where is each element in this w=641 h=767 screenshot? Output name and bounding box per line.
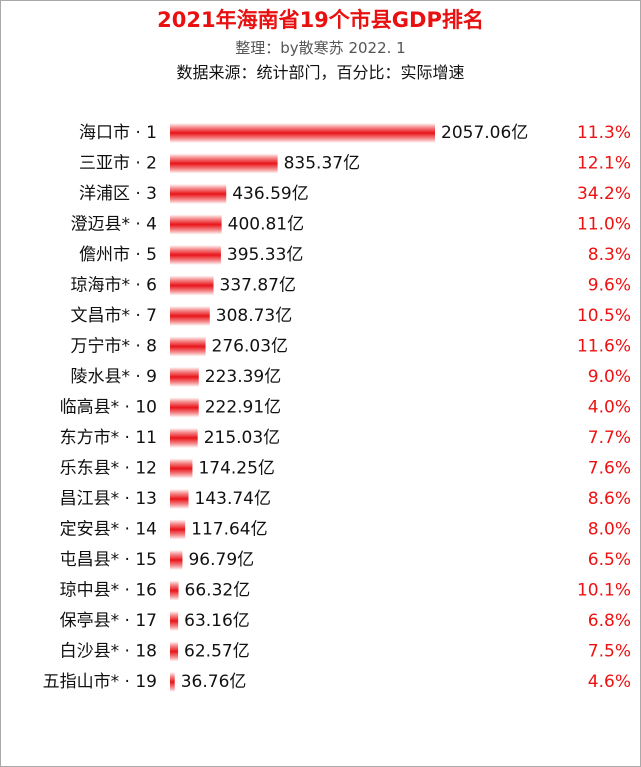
growth-rate-label: 10.1% bbox=[577, 581, 631, 601]
gdp-bar bbox=[170, 672, 175, 692]
chart-subtitle: 整理：by散寒苏 2022. 1 bbox=[235, 39, 406, 57]
gdp-bar bbox=[170, 580, 179, 601]
category-label: 白沙县* · 18 bbox=[60, 642, 157, 662]
growth-rate-label: 8.3% bbox=[588, 245, 631, 265]
value-label: 66.32亿 bbox=[185, 581, 251, 601]
growth-rate-label: 4.0% bbox=[588, 398, 631, 418]
value-label: 223.39亿 bbox=[205, 367, 281, 387]
bars-layer: 海口市 · 1 2057.06亿 11.3% 三亚市 · 2 835.37亿 12.1% 洋… bbox=[43, 123, 631, 692]
growth-rate-label: 8.0% bbox=[588, 520, 631, 540]
growth-rate-label: 7.7% bbox=[588, 428, 631, 448]
value-label: 395.33亿 bbox=[227, 245, 303, 265]
value-label: 337.87亿 bbox=[220, 276, 296, 296]
growth-rate-label: 6.5% bbox=[588, 550, 631, 570]
growth-rate-label: 6.8% bbox=[588, 611, 631, 631]
gdp-bar bbox=[170, 153, 278, 174]
gdp-bar bbox=[170, 275, 214, 296]
value-label: 835.37亿 bbox=[284, 154, 360, 174]
category-label: 昌江县* · 13 bbox=[60, 489, 157, 509]
gdp-bar bbox=[170, 184, 227, 204]
growth-rate-label: 34.2% bbox=[577, 184, 631, 204]
category-label: 琼海市* · 6 bbox=[70, 276, 157, 296]
growth-rate-label: 11.6% bbox=[577, 337, 631, 357]
growth-rate-label: 10.5% bbox=[577, 306, 631, 326]
value-label: 62.57亿 bbox=[184, 642, 250, 662]
gdp-bar bbox=[170, 397, 199, 418]
gdp-bar bbox=[170, 367, 199, 387]
category-label: 三亚市 · 2 bbox=[79, 154, 157, 174]
growth-rate-label: 8.6% bbox=[588, 489, 631, 509]
growth-rate-label: 11.0% bbox=[577, 215, 631, 235]
value-label: 2057.06亿 bbox=[441, 123, 528, 143]
category-label: 海口市 · 1 bbox=[79, 123, 157, 143]
category-label: 定安县* · 14 bbox=[60, 520, 157, 540]
value-label: 222.91亿 bbox=[205, 398, 281, 418]
gdp-bar bbox=[170, 306, 210, 326]
chart-title: 2021年海南省19个市县GDP排名 bbox=[157, 8, 484, 32]
category-label: 乐东县* · 12 bbox=[60, 459, 157, 479]
value-label: 96.79亿 bbox=[188, 550, 254, 570]
category-label: 陵水县* · 9 bbox=[70, 367, 157, 387]
gdp-bar bbox=[170, 550, 183, 570]
growth-rate-label: 4.6% bbox=[588, 672, 631, 692]
growth-rate-label: 9.0% bbox=[588, 367, 631, 387]
gdp-bar bbox=[170, 245, 221, 265]
gdp-bar bbox=[170, 641, 179, 662]
data-source-note: 数据来源：统计部门，百分比：实际增速 bbox=[176, 63, 465, 82]
category-label: 琼中县* · 16 bbox=[60, 581, 157, 601]
gdp-bar bbox=[170, 336, 206, 357]
category-label: 文昌市* · 7 bbox=[70, 306, 157, 326]
value-label: 143.74亿 bbox=[195, 489, 271, 509]
value-label: 63.16亿 bbox=[184, 611, 250, 631]
growth-rate-label: 12.1% bbox=[577, 154, 631, 174]
growth-rate-label: 11.3% bbox=[577, 123, 631, 143]
category-label: 屯昌县* · 15 bbox=[60, 550, 157, 570]
category-label: 澄迈县* · 4 bbox=[70, 215, 157, 235]
value-label: 276.03亿 bbox=[212, 337, 288, 357]
value-label: 308.73亿 bbox=[216, 306, 292, 326]
value-label: 117.64亿 bbox=[191, 520, 267, 540]
category-label: 洋浦区 · 3 bbox=[79, 184, 157, 204]
category-label: 五指山市* · 19 bbox=[43, 672, 157, 692]
category-label: 东方市* · 11 bbox=[60, 428, 157, 448]
gdp-bar bbox=[170, 489, 189, 509]
growth-rate-label: 7.6% bbox=[588, 459, 631, 479]
gdp-bar bbox=[170, 123, 435, 143]
category-label: 临高县* · 10 bbox=[60, 398, 157, 418]
value-label: 400.81亿 bbox=[228, 215, 304, 235]
growth-rate-label: 7.5% bbox=[588, 642, 631, 662]
value-label: 436.59亿 bbox=[232, 184, 308, 204]
category-label: 万宁市* · 8 bbox=[70, 337, 157, 357]
gdp-bar bbox=[170, 611, 179, 631]
category-label: 保亭县* · 17 bbox=[60, 611, 157, 631]
gdp-bar bbox=[170, 428, 198, 448]
gdp-bar bbox=[170, 214, 222, 235]
value-label: 174.25亿 bbox=[198, 459, 274, 479]
category-label: 儋州市 · 5 bbox=[79, 245, 157, 265]
gdp-bar bbox=[170, 458, 193, 479]
gdp-bar bbox=[170, 519, 186, 540]
value-label: 36.76亿 bbox=[181, 672, 247, 692]
growth-rate-label: 9.6% bbox=[588, 276, 631, 296]
value-label: 215.03亿 bbox=[204, 428, 280, 448]
